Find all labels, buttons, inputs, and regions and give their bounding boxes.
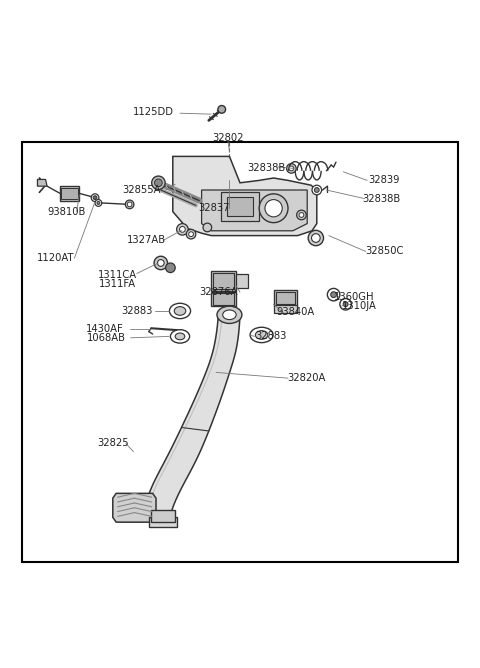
Ellipse shape — [169, 303, 191, 319]
Circle shape — [218, 106, 226, 113]
Text: 32876A: 32876A — [199, 287, 238, 297]
Circle shape — [186, 229, 196, 239]
Bar — [221, 192, 259, 221]
Circle shape — [331, 292, 336, 297]
Bar — [151, 510, 175, 522]
Circle shape — [289, 166, 294, 171]
Text: 32837: 32837 — [198, 203, 229, 213]
Bar — [213, 293, 234, 305]
Circle shape — [343, 302, 348, 307]
Polygon shape — [146, 313, 240, 520]
Text: 1068AB: 1068AB — [87, 333, 126, 343]
Text: 32855A: 32855A — [122, 185, 161, 195]
Text: 1360GH: 1360GH — [334, 291, 374, 301]
Bar — [211, 271, 236, 291]
Circle shape — [125, 200, 134, 208]
Circle shape — [166, 263, 175, 273]
Circle shape — [189, 232, 193, 236]
Circle shape — [340, 299, 351, 310]
Ellipse shape — [250, 327, 273, 343]
Circle shape — [287, 164, 296, 173]
Text: 1430AF: 1430AF — [86, 324, 123, 334]
Text: 1125DD: 1125DD — [133, 107, 174, 117]
Circle shape — [297, 210, 306, 220]
Text: 32820A: 32820A — [287, 373, 325, 383]
Ellipse shape — [255, 331, 268, 339]
Circle shape — [97, 202, 100, 204]
Text: 93840A: 93840A — [276, 307, 315, 317]
Circle shape — [95, 200, 102, 206]
Bar — [211, 292, 236, 306]
Circle shape — [312, 234, 320, 242]
Bar — [60, 186, 79, 200]
Text: 32802: 32802 — [212, 133, 244, 143]
Text: 1327AB: 1327AB — [127, 235, 166, 245]
Circle shape — [299, 212, 304, 217]
Circle shape — [265, 200, 282, 217]
Circle shape — [91, 194, 99, 202]
Text: 32839: 32839 — [368, 176, 400, 186]
Ellipse shape — [170, 330, 190, 343]
Text: 32838B: 32838B — [247, 164, 286, 174]
Circle shape — [259, 194, 288, 222]
Bar — [274, 305, 297, 313]
Bar — [213, 273, 234, 289]
Bar — [22, 142, 458, 562]
Text: 93810B: 93810B — [47, 206, 85, 216]
Circle shape — [154, 257, 168, 270]
Text: 32883: 32883 — [255, 331, 287, 341]
Circle shape — [314, 188, 319, 192]
Circle shape — [308, 230, 324, 246]
Bar — [61, 188, 78, 198]
Polygon shape — [173, 156, 317, 236]
Text: 32883: 32883 — [121, 306, 153, 316]
Bar — [276, 292, 295, 304]
Circle shape — [327, 289, 340, 301]
Ellipse shape — [175, 333, 185, 340]
Ellipse shape — [223, 310, 236, 319]
Ellipse shape — [174, 307, 186, 315]
Circle shape — [152, 176, 165, 190]
Circle shape — [177, 224, 188, 235]
Bar — [236, 275, 248, 288]
Bar — [149, 517, 177, 527]
Text: 1310JA: 1310JA — [342, 301, 376, 311]
Text: 1120AT: 1120AT — [36, 253, 74, 263]
Bar — [227, 197, 253, 216]
Ellipse shape — [217, 306, 242, 323]
Text: 32838B: 32838B — [362, 194, 401, 204]
Text: 1311FA: 1311FA — [99, 279, 136, 289]
Polygon shape — [37, 180, 47, 186]
Bar — [274, 290, 297, 306]
Text: 32850C: 32850C — [365, 246, 403, 257]
Circle shape — [180, 226, 185, 232]
Circle shape — [93, 196, 97, 200]
Circle shape — [157, 260, 164, 267]
Text: 32825: 32825 — [97, 438, 129, 448]
Circle shape — [127, 202, 132, 207]
Circle shape — [312, 185, 322, 195]
Polygon shape — [113, 494, 156, 522]
Circle shape — [203, 223, 212, 232]
Polygon shape — [202, 190, 307, 231]
Circle shape — [155, 179, 162, 186]
Text: 1311CA: 1311CA — [98, 271, 137, 281]
